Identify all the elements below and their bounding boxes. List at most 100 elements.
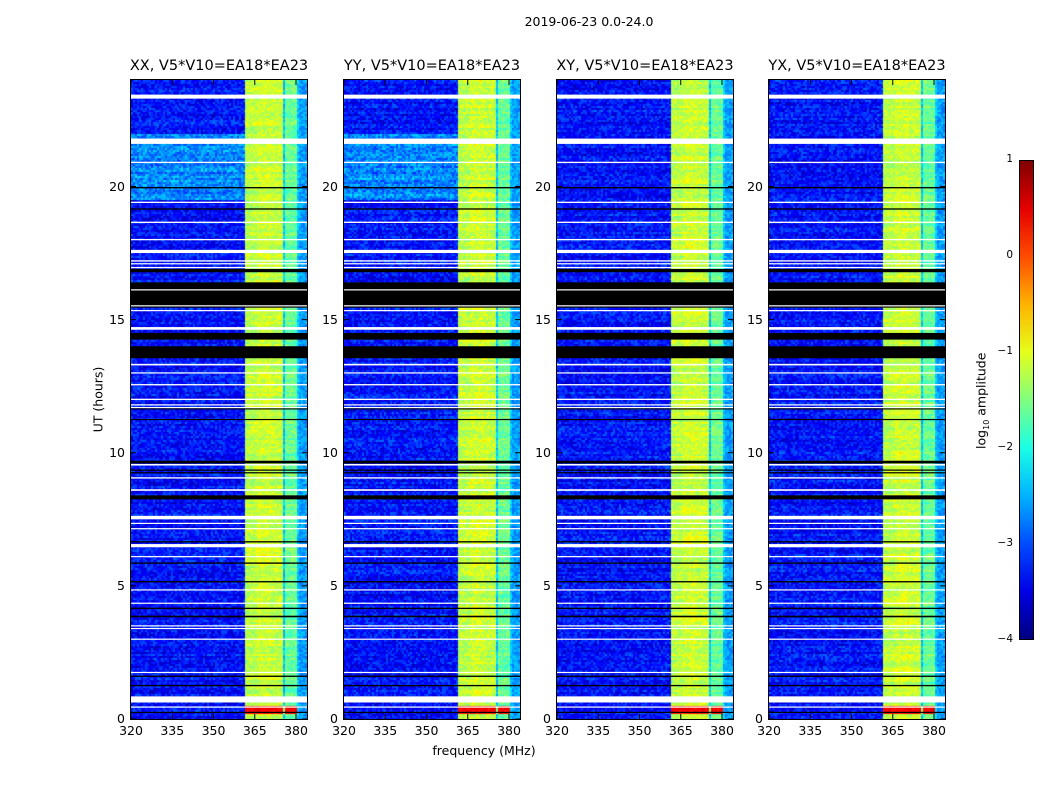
flagged-row bbox=[344, 544, 520, 548]
colorbar-label-rest: amplitude bbox=[973, 352, 989, 420]
no-data-row bbox=[131, 562, 307, 564]
no-data-row bbox=[769, 711, 945, 714]
no-data-row bbox=[557, 581, 733, 583]
flagged-row bbox=[131, 260, 307, 262]
flagged-row bbox=[557, 289, 733, 291]
flagged-row bbox=[557, 602, 733, 604]
no-data-row bbox=[769, 418, 945, 421]
flagged-row bbox=[131, 696, 307, 703]
x-tick-label: 365 bbox=[242, 723, 267, 738]
flagged-row bbox=[131, 544, 307, 548]
no-data-row bbox=[769, 472, 945, 474]
panel-yx: YX, V5*V10=EA18*EA23 0 5 10 15 20 320 335 350 365… bbox=[747, 58, 946, 738]
flagged-row bbox=[344, 671, 520, 674]
flagged-row bbox=[557, 310, 733, 312]
y-tick-label: 5 bbox=[117, 577, 125, 593]
flag-overlay bbox=[344, 80, 520, 719]
flagged-row bbox=[557, 489, 733, 491]
no-data-row bbox=[344, 332, 520, 340]
flagged-row bbox=[557, 260, 733, 262]
x-tick-label: 350 bbox=[201, 723, 226, 738]
no-data-row bbox=[131, 711, 307, 714]
flagged-row bbox=[557, 515, 733, 520]
no-data-row bbox=[557, 675, 733, 677]
no-data-row bbox=[344, 684, 520, 687]
colorbar bbox=[1019, 160, 1034, 640]
flagged-row bbox=[769, 249, 945, 254]
no-data-row bbox=[557, 208, 733, 210]
no-data-row bbox=[769, 269, 945, 273]
no-data-row bbox=[131, 607, 307, 610]
flagged-row bbox=[131, 556, 307, 558]
flagged-row bbox=[769, 372, 945, 374]
flagged-row bbox=[557, 696, 733, 703]
flagged-row bbox=[769, 463, 945, 466]
flagged-row bbox=[557, 544, 733, 548]
flagged-row bbox=[131, 201, 307, 204]
flagged-row bbox=[769, 556, 945, 558]
flag-overlay bbox=[131, 80, 307, 719]
flagged-row bbox=[557, 627, 733, 630]
no-data-row bbox=[344, 418, 520, 421]
flagged-row bbox=[131, 289, 307, 291]
colorbar-tick-label: 1 bbox=[1006, 153, 1013, 165]
no-data-row bbox=[131, 615, 307, 618]
flagged-row bbox=[131, 94, 307, 99]
flagged-row bbox=[344, 706, 520, 708]
no-data-row bbox=[769, 581, 945, 583]
no-data-row bbox=[344, 269, 520, 273]
flagged-row bbox=[557, 221, 733, 223]
figure-title: 2019-06-23 0.0-24.0 bbox=[524, 14, 654, 29]
no-data-row bbox=[131, 418, 307, 421]
colorbar-tick-label: 0 bbox=[1006, 249, 1013, 261]
flagged-row bbox=[557, 372, 733, 374]
no-data-row bbox=[557, 495, 733, 500]
no-data-row bbox=[131, 187, 307, 189]
x-tick-label: 335 bbox=[373, 723, 398, 738]
flagged-row bbox=[557, 384, 733, 386]
flagged-row bbox=[769, 221, 945, 223]
colorbar-label: log10 amplitude bbox=[973, 341, 991, 461]
flagged-row bbox=[131, 398, 307, 401]
flagged-row bbox=[344, 384, 520, 386]
flagged-row bbox=[344, 522, 520, 524]
no-data-row bbox=[769, 469, 945, 471]
flagged-row bbox=[557, 625, 733, 627]
flagged-row bbox=[769, 625, 945, 627]
no-data-row bbox=[769, 541, 945, 543]
flagged-row bbox=[344, 363, 520, 366]
flagged-row bbox=[557, 238, 733, 241]
x-tick-label: 350 bbox=[414, 723, 439, 738]
x-tick-label: 350 bbox=[627, 723, 652, 738]
no-data-row bbox=[344, 282, 520, 308]
flagged-row bbox=[131, 138, 307, 144]
colorbar-tick-label: −3 bbox=[997, 537, 1013, 549]
y-tick-label: 0 bbox=[330, 711, 338, 726]
flagged-row bbox=[344, 201, 520, 204]
y-axis-label: UT (hours) bbox=[90, 366, 106, 433]
y-tick-label: 15 bbox=[535, 311, 551, 327]
x-tick-label: 365 bbox=[880, 723, 905, 738]
flagged-row bbox=[131, 305, 307, 307]
flagged-row bbox=[557, 404, 733, 406]
no-data-row bbox=[131, 282, 307, 308]
flagged-row bbox=[131, 477, 307, 479]
no-data-row bbox=[344, 675, 520, 677]
flagged-row bbox=[344, 696, 520, 703]
flagged-row bbox=[557, 638, 733, 640]
flagged-row bbox=[769, 522, 945, 524]
no-data-row bbox=[557, 346, 733, 359]
no-data-row bbox=[344, 581, 520, 583]
no-data-row bbox=[131, 684, 307, 687]
flagged-row bbox=[344, 310, 520, 312]
no-data-row bbox=[344, 408, 520, 410]
y-tick-label: 15 bbox=[322, 311, 338, 327]
flagged-row bbox=[344, 589, 520, 591]
x-tick-label: 380 bbox=[922, 723, 946, 738]
no-data-row bbox=[769, 607, 945, 610]
flagged-row bbox=[557, 398, 733, 401]
panel-xy: XY, V5*V10=EA18*EA23 0 5 10 15 20 320 335 350 365… bbox=[535, 58, 734, 738]
flagged-row bbox=[131, 602, 307, 604]
no-data-row bbox=[344, 711, 520, 714]
